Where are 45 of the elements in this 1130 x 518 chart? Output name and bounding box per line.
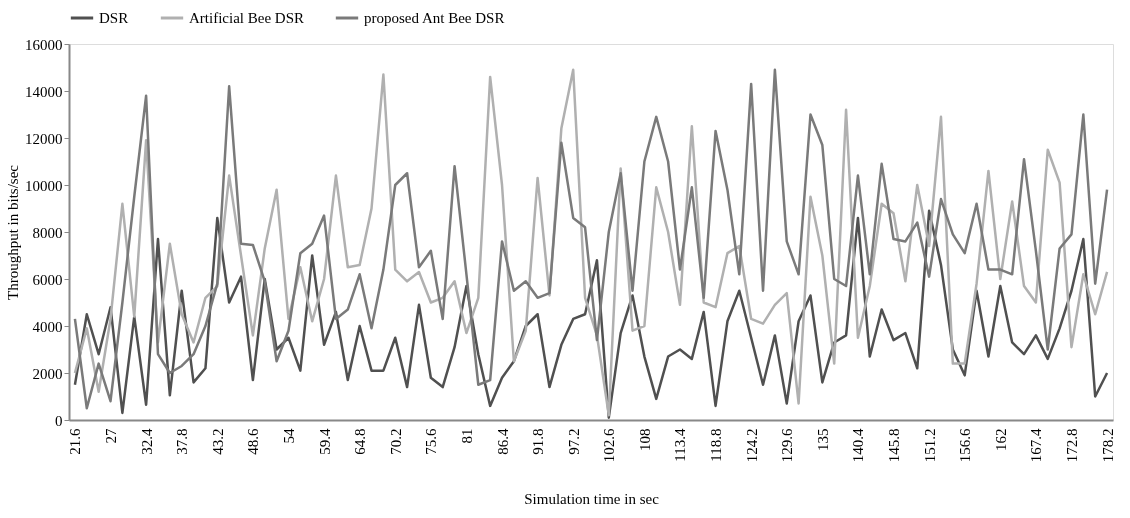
x-tick-label: 124.2 [743, 428, 760, 463]
x-tick-label: 145.8 [886, 428, 903, 463]
x-tick-label: 162 [992, 428, 1009, 451]
x-tick-label: 21.6 [67, 428, 84, 455]
legend-label: Artificial Bee DSR [189, 10, 304, 26]
x-tick-label: 70.2 [387, 428, 404, 455]
x-axis-title: Simulation time in sec [524, 491, 660, 508]
x-tick-label: 97.2 [565, 428, 582, 455]
y-tick-label: 6000 [32, 271, 63, 288]
y-tick-label: 0 [55, 412, 63, 429]
x-tick-label: 32.4 [138, 428, 155, 455]
x-tick-label: 140.4 [850, 428, 867, 463]
y-tick-label: 2000 [32, 365, 63, 382]
y-tick-label: 14000 [25, 83, 63, 100]
y-tick-label: 4000 [32, 318, 63, 335]
x-tick-label: 81 [458, 428, 475, 444]
x-tick-label: 54 [280, 428, 297, 444]
x-tick-label: 113.4 [672, 428, 689, 462]
line-series [73, 209, 1109, 419]
legend-label: proposed Ant Bee DSR [364, 10, 505, 26]
x-tick-label: 135 [814, 428, 831, 451]
x-tick-label: 86.4 [494, 428, 511, 455]
x-tick-label: 129.6 [779, 428, 796, 463]
y-tick-label: 12000 [25, 130, 63, 147]
x-tick-label: 172.8 [1063, 428, 1080, 463]
x-tick-label: 102.6 [601, 428, 618, 463]
y-axis-title: Throughput in bits/sec [5, 164, 21, 300]
y-tick-label: 8000 [32, 224, 63, 241]
x-tick-label: 156.6 [957, 428, 974, 463]
x-tick-label: 151.2 [921, 428, 938, 463]
y-tick-label: 10000 [25, 177, 63, 194]
x-tick-label: 43.2 [209, 428, 226, 455]
x-tick-label: 91.8 [530, 428, 547, 455]
legend-label: DSR [99, 10, 129, 26]
x-tick-label: 59.4 [316, 428, 333, 455]
x-tick-label: 27 [103, 428, 120, 444]
x-tick-label: 64.8 [352, 428, 369, 455]
x-tick-label: 37.8 [174, 428, 191, 455]
y-tick-label: 16000 [25, 36, 63, 53]
x-tick-label: 48.6 [245, 428, 262, 455]
x-tick-label: 118.8 [708, 428, 725, 462]
x-tick-label: 167.4 [1028, 428, 1045, 463]
x-tick-label: 178.2 [1099, 428, 1116, 463]
x-tick-label: 108 [636, 428, 653, 451]
x-tick-label: 75.6 [423, 428, 440, 455]
